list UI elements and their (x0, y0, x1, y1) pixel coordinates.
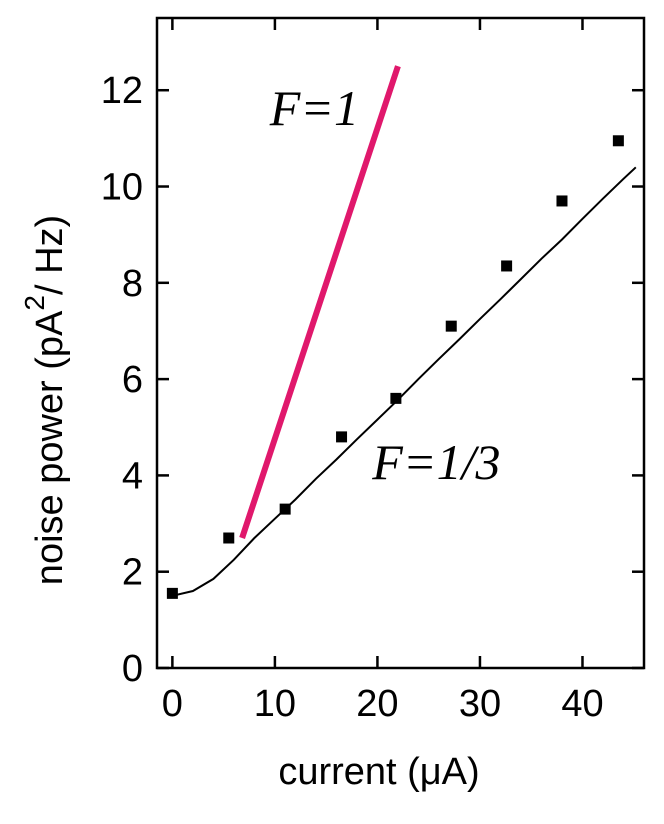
x-tick-label: 10 (254, 683, 296, 725)
f1-line (239, 65, 401, 539)
x-tick-label: 20 (356, 683, 398, 725)
series-layer (166, 65, 637, 599)
data-point-marker (390, 392, 402, 404)
y-tick-label: 8 (122, 263, 143, 305)
y-tick-label: 4 (122, 455, 143, 497)
data-point-marker (556, 195, 568, 207)
y-axis-label-tail: / Hz) (29, 215, 71, 295)
y-axis-label-superscript: 2 (19, 295, 50, 311)
y-tick-label: 0 (122, 648, 143, 690)
x-tick-label: 40 (561, 683, 603, 725)
data-point-marker (336, 431, 348, 443)
data-point-marker (445, 320, 457, 332)
y-tick-label: 12 (101, 70, 143, 112)
x-tick-label: 30 (459, 683, 501, 725)
annotation-f13: F=1/3 (371, 434, 500, 490)
y-axis-label-group: noise power (pA2/ Hz) (19, 215, 71, 585)
x-axis-ticks: 0 10 20 30 40 (162, 18, 604, 725)
y-tick-label: 6 (122, 359, 143, 401)
x-tick-label: 0 (162, 683, 183, 725)
data-point-marker (501, 260, 513, 272)
y-axis-label: noise power (pA2/ Hz) (19, 215, 71, 585)
data-point-marker (166, 587, 178, 599)
y-axis-ticks: 0 2 4 6 8 10 12 (101, 70, 644, 690)
data-point-marker (612, 135, 624, 147)
y-axis-label-main: noise power (pA (29, 310, 71, 585)
annotation-f1: F=1 (269, 80, 359, 136)
fit-curve-f13 (172, 166, 637, 597)
x-axis-label: current (μA) (278, 751, 479, 793)
data-point-marker (223, 532, 235, 544)
y-tick-label: 2 (122, 552, 143, 594)
y-tick-label: 10 (101, 167, 143, 209)
plot-frame (155, 16, 646, 670)
